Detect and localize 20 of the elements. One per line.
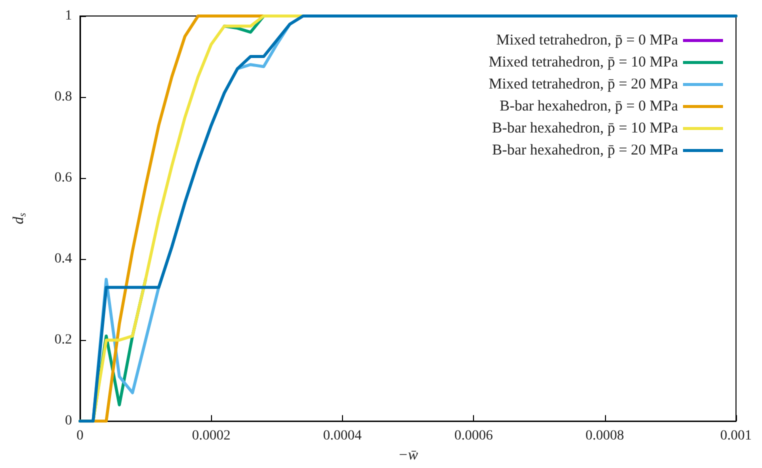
x-tick-label: 0: [76, 428, 84, 444]
x-tick-label: 0.0006: [454, 428, 493, 444]
legend-label: B-bar hexahedron, p̄ = 0 MPa: [500, 98, 678, 114]
x-tick-label: 0.001: [720, 428, 752, 444]
x-axis-title: −w̄: [398, 448, 418, 464]
legend-label: Mixed tetrahedron, p̄ = 20 MPa: [488, 76, 678, 92]
y-tick-label: 0: [65, 414, 72, 429]
y-tick-label: 0.8: [54, 90, 72, 105]
y-tick-label: 0.6: [54, 170, 72, 186]
y-tick-label: 1: [65, 8, 72, 24]
legend-label: Mixed tetrahedron, p̄ = 10 MPa: [488, 54, 678, 70]
x-tick-label: 0.0008: [586, 428, 624, 444]
y-axis-title: ds: [11, 212, 28, 224]
y-tick-label: 0.2: [54, 332, 72, 348]
y-tick-label: 0.4: [54, 252, 72, 267]
x-tick-label: 0.0004: [323, 428, 362, 444]
legend-label: Mixed tetrahedron, p̄ = 0 MPa: [496, 32, 678, 48]
legend-label: B-bar hexahedron, p̄ = 10 MPa: [492, 120, 678, 136]
legend-label: B-bar hexahedron, p̄ = 20 MPa: [492, 142, 678, 158]
x-tick-label: 0.0002: [192, 428, 230, 444]
